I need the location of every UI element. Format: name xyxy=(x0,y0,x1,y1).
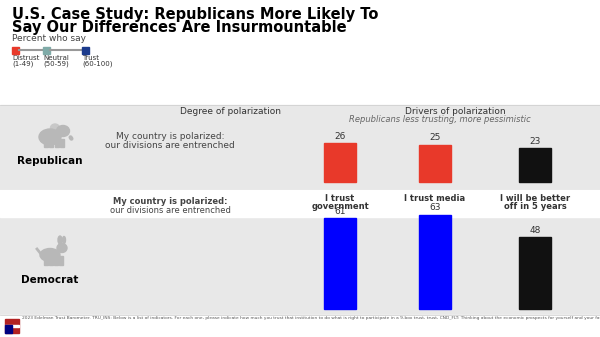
Text: Republican: Republican xyxy=(17,156,83,166)
Text: I trust: I trust xyxy=(325,194,355,203)
Ellipse shape xyxy=(57,244,67,252)
Text: (1-49): (1-49) xyxy=(12,61,34,67)
Bar xyxy=(0,192,600,217)
Bar xyxy=(43,47,49,54)
Bar xyxy=(82,47,89,54)
Bar xyxy=(44,139,48,147)
Text: 61: 61 xyxy=(334,207,346,215)
Text: I will be better: I will be better xyxy=(500,194,570,203)
Bar xyxy=(324,143,356,182)
Bar xyxy=(5,325,19,327)
Ellipse shape xyxy=(62,237,65,244)
Bar xyxy=(5,325,12,333)
Bar xyxy=(519,237,551,309)
Ellipse shape xyxy=(39,129,61,145)
Text: Distrust: Distrust xyxy=(12,55,40,61)
Text: off in 5 years: off in 5 years xyxy=(503,202,566,211)
Text: (60-100): (60-100) xyxy=(82,61,113,67)
Text: 25: 25 xyxy=(430,133,440,143)
Text: Democrat: Democrat xyxy=(22,275,79,285)
Text: Degree of polarization: Degree of polarization xyxy=(179,107,281,116)
Text: our divisions are entrenched: our divisions are entrenched xyxy=(105,141,235,150)
Bar xyxy=(55,139,59,147)
Bar xyxy=(5,319,19,333)
Text: Percent who say: Percent who say xyxy=(12,34,86,43)
Text: U.S. Case Study: Republicans More Likely To: U.S. Case Study: Republicans More Likely… xyxy=(12,7,379,22)
Bar xyxy=(0,105,600,315)
Bar xyxy=(419,214,451,309)
Text: My country is polarized:: My country is polarized: xyxy=(116,132,224,141)
Text: Republicans less trusting, more pessimistic: Republicans less trusting, more pessimis… xyxy=(349,115,531,124)
Ellipse shape xyxy=(58,236,62,244)
Bar xyxy=(49,139,53,147)
Text: I trust media: I trust media xyxy=(404,194,466,203)
Ellipse shape xyxy=(50,124,59,132)
Text: Neutral: Neutral xyxy=(43,55,69,61)
Bar xyxy=(44,256,48,265)
Text: 63: 63 xyxy=(429,204,441,213)
Bar xyxy=(519,148,551,182)
Ellipse shape xyxy=(40,248,60,262)
Text: Trust: Trust xyxy=(82,55,99,61)
Text: 26: 26 xyxy=(334,132,346,141)
Text: My country is polarized:: My country is polarized: xyxy=(113,197,227,206)
Bar xyxy=(0,315,600,337)
Bar xyxy=(60,139,64,147)
Bar xyxy=(324,217,356,309)
Text: (50-59): (50-59) xyxy=(43,61,69,67)
Bar xyxy=(12,47,19,54)
Text: 23: 23 xyxy=(529,136,541,146)
Text: government: government xyxy=(311,202,369,211)
Text: 2023 Edelman Trust Barometer. TRU_INS: Below is a list of indicators. For each o: 2023 Edelman Trust Barometer. TRU_INS: B… xyxy=(22,316,600,320)
Bar xyxy=(49,256,53,265)
Text: 48: 48 xyxy=(529,226,541,235)
Bar xyxy=(419,145,451,182)
Bar xyxy=(54,256,58,265)
Text: Say Our Differences Are Insurmountable: Say Our Differences Are Insurmountable xyxy=(12,20,347,35)
Text: Drivers of polarization: Drivers of polarization xyxy=(404,107,505,116)
Bar xyxy=(59,256,63,265)
Text: our divisions are entrenched: our divisions are entrenched xyxy=(110,206,230,215)
Ellipse shape xyxy=(56,125,70,136)
Bar xyxy=(0,0,600,105)
